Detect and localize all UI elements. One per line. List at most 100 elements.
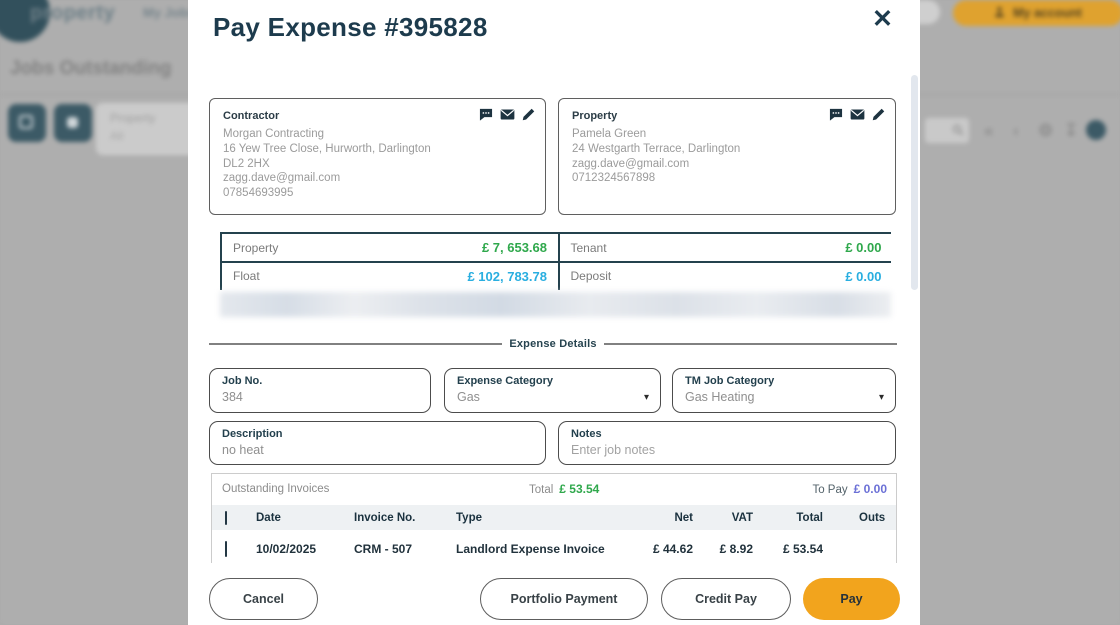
view-list-button[interactable] (54, 104, 92, 142)
edit-icon[interactable] (522, 108, 535, 121)
notes-placeholder: Enter job notes (571, 443, 656, 457)
balance-property-label: Property (233, 240, 279, 255)
balance-property-value: £ 7, 653.68 (481, 240, 547, 255)
col-net: Net (674, 511, 693, 524)
download-icon[interactable]: ↧ (1064, 121, 1079, 140)
balance-float: Float £ 102, 783.78 (222, 262, 558, 290)
invoice-type: Landlord Expense Invoice (456, 541, 605, 556)
col-date: Date (256, 511, 281, 524)
message-icon[interactable] (479, 108, 493, 121)
outstanding-invoices-panel: Outstanding Invoices Total £ 53.54 To Pay… (211, 473, 897, 563)
contractor-card-title: Contractor (223, 110, 280, 122)
expense-category-select[interactable]: Expense Category Gas ▾ (444, 368, 661, 413)
pay-button[interactable]: Pay (803, 578, 900, 620)
tenant-name: Pamela Green (572, 128, 647, 140)
contractor-email: zagg.dave@gmail.com (223, 172, 341, 185)
email-icon[interactable] (850, 109, 865, 120)
invoice-row-checkbox[interactable] (225, 540, 227, 557)
balances-table: Property £ 7, 653.68 Tenant £ 0.00 Float… (220, 232, 893, 290)
balance-deposit: Deposit £ 0.00 (559, 262, 893, 290)
col-total: Total (796, 511, 823, 524)
tm-job-category-label: TM Job Category (685, 375, 775, 387)
search-icon (952, 124, 964, 136)
expense-category-label: Expense Category (457, 375, 553, 387)
balance-float-value: £ 102, 783.78 (467, 268, 547, 284)
list-icon (67, 117, 78, 128)
invoice-date: 10/02/2025 (256, 541, 317, 556)
contractor-address: 16 Yew Tree Close, Hurworth, Darlington (223, 142, 431, 155)
total-value: £ 53.54 (559, 482, 600, 496)
expense-details-divider: Expense Details (209, 338, 897, 350)
grid-icon (19, 115, 33, 129)
to-pay-value: £ 0.00 (853, 482, 887, 496)
contractor-phone: 07854693995 (223, 187, 294, 200)
invoice-total: £ 53.54 (782, 541, 823, 556)
contractor-name: Morgan Contracting (223, 128, 324, 140)
modal-title: Pay Expense #395828 (213, 12, 488, 42)
balance-float-label: Float (233, 269, 260, 283)
col-vat: VAT (731, 511, 753, 524)
invoice-vat: £ 8.92 (719, 541, 753, 556)
search-input[interactable] (924, 117, 970, 144)
balance-property: Property £ 7, 653.68 (222, 234, 558, 261)
modal-scrollbar[interactable] (911, 75, 918, 290)
close-icon[interactable]: ✕ (872, 5, 893, 33)
chevron-down-icon[interactable]: ▾ (878, 392, 884, 403)
col-outstanding: Outs (859, 511, 886, 524)
col-type: Type (456, 511, 482, 524)
invoice-number: CRM - 507 (354, 541, 413, 556)
job-no-field[interactable]: Job No. 384 (209, 368, 431, 413)
my-account-label: My account (1013, 6, 1082, 20)
balance-deposit-value: £ 0.00 (845, 268, 882, 284)
nav-item-my-jobs[interactable]: My Jobs (143, 5, 196, 20)
invoice-row[interactable]: 10/02/2025 CRM - 507 Landlord Expense In… (212, 534, 896, 563)
invoices-total: Total £ 53.54 (529, 482, 599, 496)
invoice-table-header: Date Invoice No. Type Net VAT Total Outs (212, 505, 896, 530)
total-label: Total (529, 484, 554, 496)
notes-label: Notes (571, 428, 602, 440)
to-pay-label: To Pay (812, 484, 848, 496)
outstanding-invoices-title: Outstanding Invoices (222, 483, 330, 495)
filter-toggle-button[interactable] (1086, 120, 1106, 140)
description-value: no heat (222, 443, 264, 457)
email-icon[interactable] (500, 109, 515, 120)
property-card: Property Pamela Green 24 Westgarth Terra… (558, 98, 896, 215)
my-account-button[interactable]: My account (953, 0, 1120, 26)
chevron-down-icon[interactable]: ▾ (643, 392, 649, 403)
balance-tenant: Tenant £ 0.00 (559, 234, 893, 261)
cancel-button[interactable]: Cancel (209, 578, 318, 620)
job-no-label: Job No. (222, 375, 263, 387)
balance-deposit-label: Deposit (570, 269, 612, 283)
brand-wordmark: property (30, 2, 116, 24)
settings-icon[interactable]: ⚙ (1038, 121, 1054, 140)
job-no-value: 384 (222, 390, 243, 404)
invoice-net: £ 44.62 (652, 541, 693, 556)
tenant-email: zagg.dave@gmail.com (572, 157, 690, 170)
contractor-postcode: DL2 2HX (223, 157, 270, 170)
select-all-checkbox[interactable] (225, 510, 227, 525)
person-icon (994, 6, 1005, 21)
balance-tenant-label: Tenant (570, 240, 607, 255)
tm-job-category-select[interactable]: TM Job Category Gas Heating ▾ (672, 368, 896, 413)
property-filter-value: All (110, 129, 124, 143)
expense-details-label: Expense Details (509, 338, 597, 350)
first-page-icon[interactable]: « (984, 121, 994, 140)
contractor-card: Contractor Morgan Contracting 16 Yew Tre… (209, 98, 546, 215)
col-invoice-no: Invoice No. (354, 511, 416, 524)
pay-expense-modal: Pay Expense #395828 ✕ Contractor Morgan … (188, 0, 920, 625)
balance-tenant-value: £ 0.00 (845, 240, 882, 255)
property-address: 24 Westgarth Terrace, Darlington (572, 142, 741, 155)
property-card-title: Property (572, 110, 618, 122)
property-filter-label: Property (110, 111, 156, 125)
prev-page-icon[interactable]: ‹ (1013, 121, 1019, 140)
notes-field[interactable]: Notes Enter job notes (558, 421, 896, 465)
tm-job-category-value: Gas Heating (685, 390, 755, 404)
edit-icon[interactable] (872, 108, 885, 121)
message-icon[interactable] (829, 108, 843, 121)
portfolio-payment-button[interactable]: Portfolio Payment (480, 578, 648, 620)
description-field[interactable]: Description no heat (209, 421, 546, 465)
credit-pay-button[interactable]: Credit Pay (661, 578, 791, 620)
view-grid-button[interactable] (8, 104, 46, 142)
tenant-phone: 0712324567898 (572, 172, 656, 185)
